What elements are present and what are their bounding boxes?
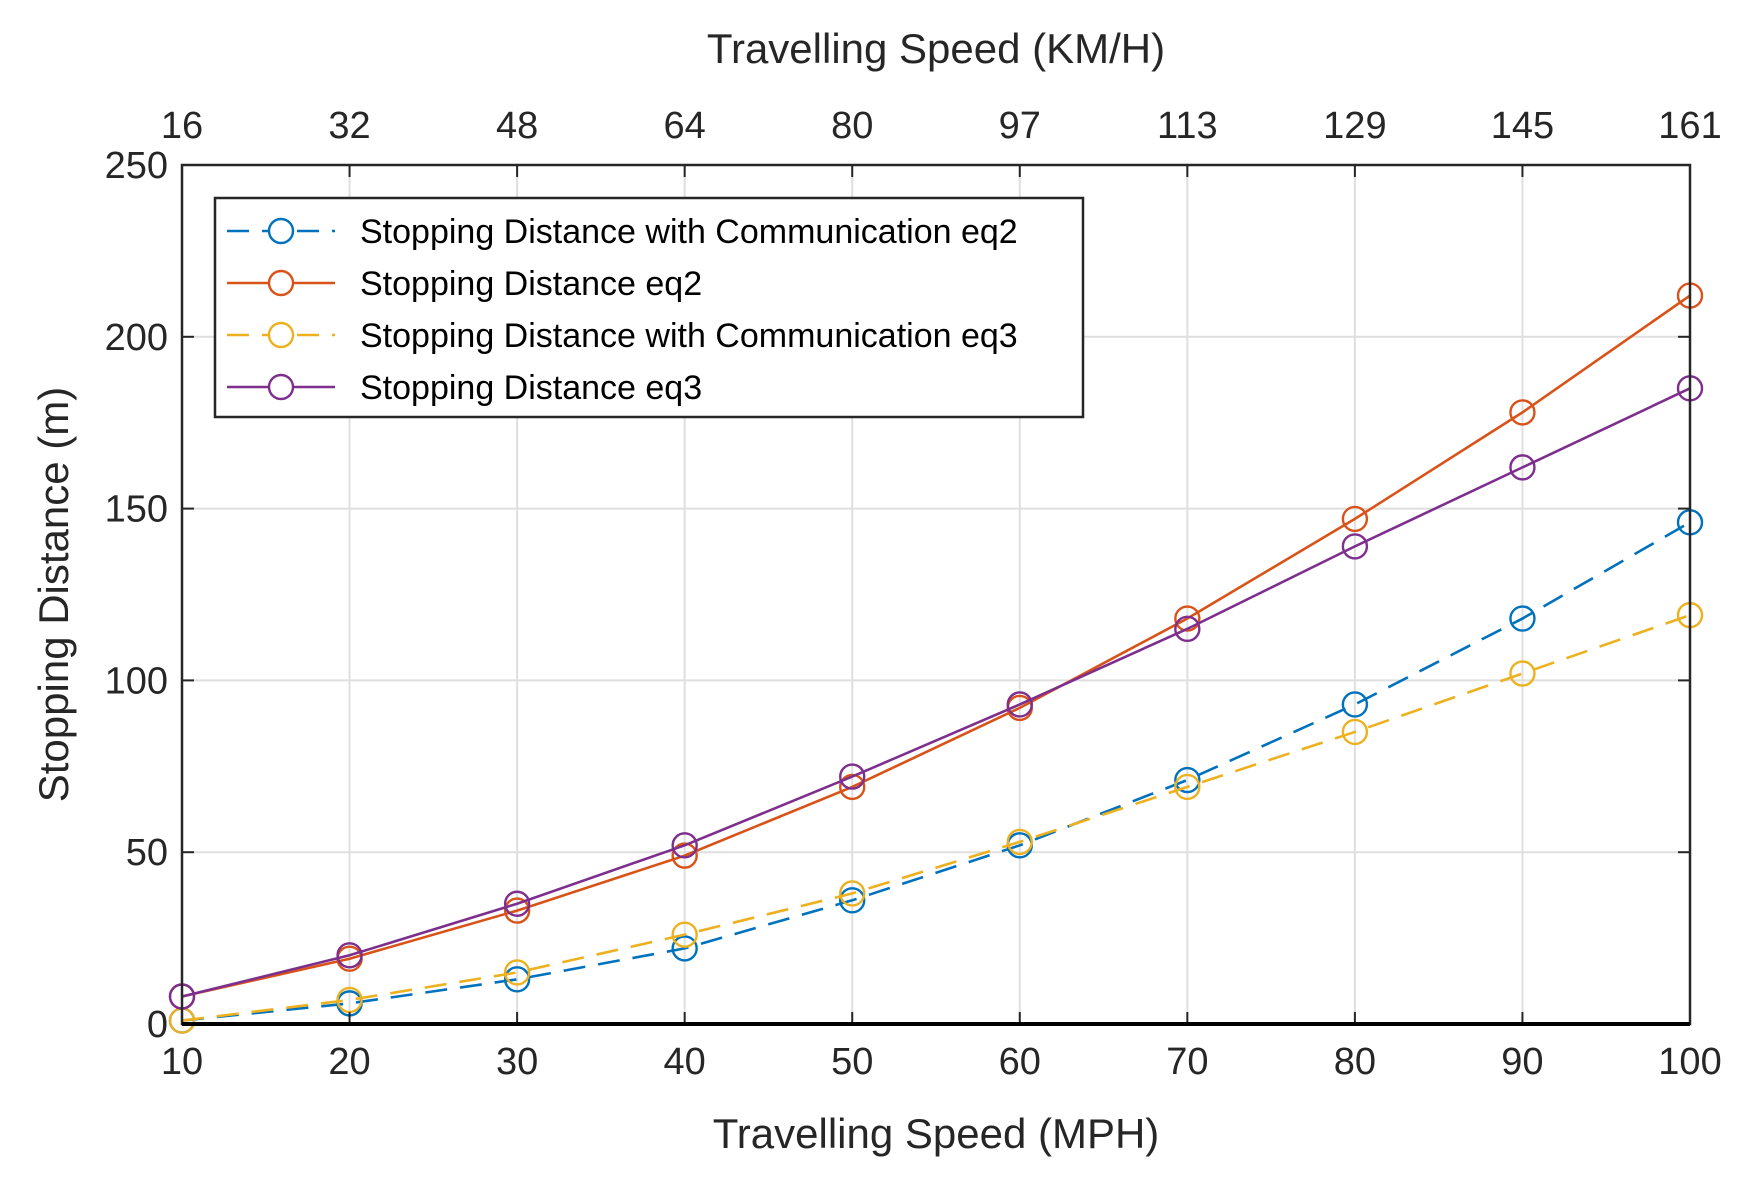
data-point bbox=[839, 887, 866, 914]
data-point bbox=[1341, 505, 1369, 533]
legend-label: Stopping Distance eq3 bbox=[360, 369, 702, 407]
x-axis-title: Travelling Speed (MPH) bbox=[713, 1110, 1160, 1157]
y-tick-label: 0 bbox=[147, 1004, 168, 1046]
data-point bbox=[1006, 828, 1033, 856]
data-point bbox=[1509, 660, 1536, 687]
series-group bbox=[168, 601, 1704, 1034]
top-x-tick-label: 80 bbox=[831, 105, 873, 147]
data-point bbox=[336, 986, 363, 1014]
data-point bbox=[839, 880, 866, 907]
legend-box bbox=[213, 196, 1085, 419]
top-x-axis-title: Travelling Speed (KM/H) bbox=[707, 25, 1165, 72]
legend-label: Stopping Distance with Communication eq2 bbox=[360, 213, 1018, 251]
legend-label: Stopping Distance with Communication eq3 bbox=[360, 317, 1018, 355]
top-x-tick-label: 161 bbox=[1658, 105, 1721, 147]
legend-swatch-marker bbox=[267, 321, 295, 349]
data-point bbox=[671, 842, 698, 869]
x-tick-label: 10 bbox=[161, 1041, 203, 1083]
series-line bbox=[181, 613, 1691, 1022]
data-point bbox=[839, 773, 866, 801]
data-point bbox=[1341, 718, 1369, 746]
data-point bbox=[503, 966, 531, 993]
top-x-tick-label: 32 bbox=[328, 105, 370, 147]
data-point bbox=[1509, 605, 1536, 632]
data-point bbox=[839, 763, 866, 790]
legend-swatch-marker bbox=[267, 373, 295, 401]
series-line bbox=[181, 294, 1691, 998]
data-point bbox=[1341, 691, 1369, 718]
top-x-tick-label: 64 bbox=[664, 105, 706, 147]
series-line bbox=[181, 387, 1691, 998]
series-line bbox=[181, 521, 1691, 1022]
x-tick-label: 20 bbox=[328, 1041, 370, 1083]
x-tick-label: 80 bbox=[1334, 1041, 1376, 1083]
axis-ticks: 10 16 20 32 30 48 40 64 50 80 60 97 70 113 80 129 90 145 1… bbox=[105, 105, 1722, 1083]
data-point bbox=[671, 935, 698, 962]
x-tick-label: 50 bbox=[831, 1041, 873, 1083]
data-point bbox=[1174, 605, 1201, 632]
data-point bbox=[1509, 399, 1536, 426]
x-tick-label: 40 bbox=[664, 1041, 706, 1083]
data-point bbox=[1341, 533, 1369, 560]
y-tick-label: 50 bbox=[126, 832, 168, 874]
data-point bbox=[503, 890, 531, 917]
y-axis-title: Stopping Distance (m) bbox=[30, 387, 77, 803]
x-tick-label: 70 bbox=[1166, 1041, 1208, 1083]
x-tick-label: 60 bbox=[999, 1041, 1041, 1083]
y-tick-label: 200 bbox=[105, 317, 168, 359]
y-tick-label: 150 bbox=[105, 489, 168, 531]
series-group bbox=[168, 375, 1704, 1010]
data-point bbox=[503, 897, 531, 924]
data-point bbox=[503, 959, 531, 986]
top-x-tick-label: 16 bbox=[161, 105, 203, 147]
data-point bbox=[671, 921, 698, 948]
data-point bbox=[1174, 766, 1201, 794]
top-x-tick-label: 145 bbox=[1491, 105, 1554, 147]
legend-swatch-marker bbox=[267, 269, 295, 297]
x-tick-label: 30 bbox=[496, 1041, 538, 1083]
top-x-tick-label: 48 bbox=[496, 105, 538, 147]
x-tick-label: 90 bbox=[1501, 1041, 1543, 1083]
legend: Stopping Distance with Communication eq2… bbox=[213, 196, 1085, 419]
data-point bbox=[336, 942, 363, 969]
data-point bbox=[1174, 773, 1201, 801]
series-group bbox=[168, 509, 1704, 1034]
series-lines bbox=[168, 282, 1704, 1034]
data-point bbox=[1509, 454, 1536, 481]
y-tick-label: 100 bbox=[105, 660, 168, 702]
legend-label: Stopping Distance eq2 bbox=[360, 265, 702, 303]
data-point bbox=[1174, 615, 1201, 643]
data-point bbox=[1006, 691, 1033, 718]
legend-swatch-marker bbox=[267, 217, 295, 245]
top-x-tick-label: 129 bbox=[1323, 105, 1386, 147]
top-x-tick-label: 113 bbox=[1157, 105, 1218, 147]
series-group bbox=[168, 282, 1704, 1010]
y-tick-label: 250 bbox=[105, 145, 168, 187]
x-tick-label: 100 bbox=[1658, 1041, 1721, 1083]
top-x-tick-label: 97 bbox=[999, 105, 1041, 147]
data-point bbox=[671, 832, 698, 859]
